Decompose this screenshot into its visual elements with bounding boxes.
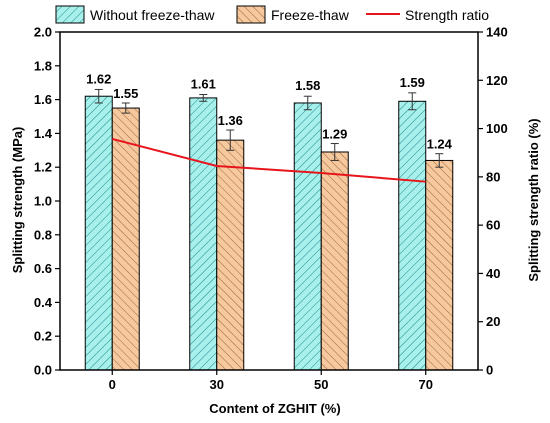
- data-label: 1.58: [295, 78, 320, 93]
- data-label: 1.24: [427, 137, 453, 152]
- legend-swatch-freeze-thaw: [236, 5, 266, 24]
- legend-label-strength-ratio: Strength ratio: [405, 7, 489, 23]
- bar-without-freeze-thaw-0: [84, 95, 113, 371]
- data-label: 1.36: [218, 113, 243, 128]
- bar-freeze-thaw-0: [111, 107, 140, 371]
- y-tick-label: 0.0: [34, 363, 52, 378]
- bar-without-freeze-thaw-50: [293, 102, 322, 371]
- y2-tick-label: 80: [486, 169, 500, 184]
- error-bars: [94, 88, 444, 168]
- y-tick-label: 0.6: [34, 261, 52, 276]
- y2-tick-label: 140: [486, 25, 508, 40]
- y-tick-label: 0.2: [34, 329, 52, 344]
- x-axis-title: Content of ZGHIT (%): [209, 401, 340, 416]
- data-label: 1.55: [113, 86, 138, 101]
- ratio-line: [111, 137, 426, 183]
- legend-label-freeze-thaw: Freeze-thaw: [271, 7, 350, 23]
- y2-tick-label: 120: [486, 73, 508, 88]
- bars: [84, 95, 454, 371]
- y2-tick-label: 60: [486, 218, 500, 233]
- x-tick-label: 0: [109, 377, 116, 392]
- y-tick-label: 0.4: [34, 295, 53, 310]
- bar-freeze-thaw-70: [425, 159, 454, 371]
- y-tick-label: 1.8: [34, 58, 52, 73]
- data-label: 1.61: [191, 77, 216, 92]
- x-tick-label: 70: [419, 377, 433, 392]
- y2-axis-title: Splitting strength ratio (%): [526, 118, 541, 281]
- y-tick-label: 0.8: [34, 227, 52, 242]
- y-tick-label: 1.6: [34, 92, 52, 107]
- y2-tick-label: 0: [486, 363, 493, 378]
- axes: 0.0 0.2 0.4 0.6 0.8 1.0 1.2 1.4 1.6 1.8 2.0 0 20 40 60…: [34, 25, 508, 393]
- bar-freeze-thaw-50: [320, 151, 349, 371]
- bar-freeze-thaw-30: [216, 139, 245, 371]
- y2-tick-label: 40: [486, 266, 500, 281]
- data-label: 1.62: [86, 71, 111, 86]
- bar-without-freeze-thaw-70: [398, 100, 427, 371]
- y-tick-label: 1.2: [34, 160, 52, 175]
- y-tick-label: 1.4: [34, 126, 53, 141]
- y-tick-label: 2.0: [34, 25, 52, 40]
- legend: Without freeze-thaw Freeze-thaw Strength…: [55, 5, 489, 24]
- y2-tick-label: 20: [486, 314, 500, 329]
- data-label: 1.59: [400, 75, 425, 90]
- x-tick-label: 50: [314, 377, 328, 392]
- y-tick-label: 1.0: [34, 194, 52, 209]
- y2-tick-label: 100: [486, 121, 508, 136]
- bar-without-freeze-thaw-30: [189, 97, 218, 371]
- x-tick-label: 30: [210, 377, 224, 392]
- data-labels: 1.62 1.61 1.58 1.59 1.55 1.36 1.29 1.24: [86, 71, 453, 151]
- legend-swatch-without-freeze-thaw: [55, 5, 85, 24]
- strength-ratio-line: [111, 137, 426, 183]
- y-axis-title: Splitting strength (MPa): [10, 127, 25, 274]
- data-label: 1.29: [322, 127, 347, 142]
- legend-label-without-freeze-thaw: Without freeze-thaw: [90, 7, 215, 23]
